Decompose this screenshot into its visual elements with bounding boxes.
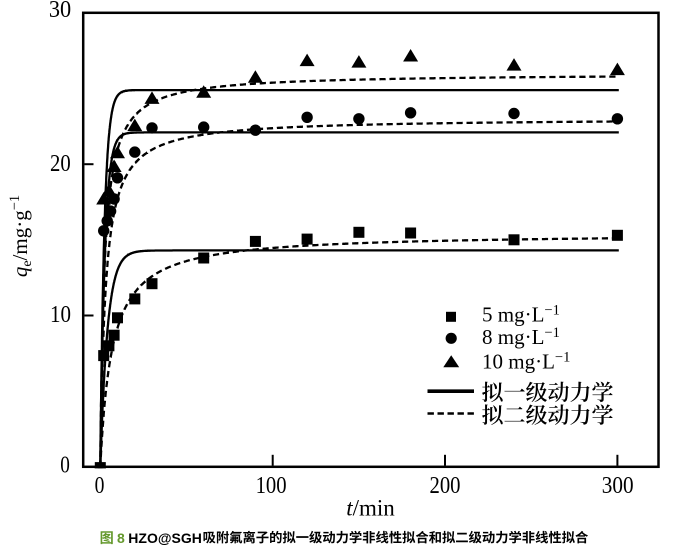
svg-text:20: 20 — [50, 151, 71, 177]
svg-text:100: 100 — [256, 473, 287, 499]
svg-text:10: 10 — [50, 302, 71, 328]
svg-text:0: 0 — [60, 452, 70, 478]
svg-text:0: 0 — [95, 473, 105, 499]
svg-text:10 mg·L−1: 10 mg·L−1 — [482, 349, 570, 373]
svg-text:HZO@SGH: HZO@SGH — [128, 530, 202, 546]
svg-text:qe/mg·g−1: qe/mg·g−1 — [7, 195, 35, 277]
svg-text:300: 300 — [602, 473, 634, 499]
svg-text:200: 200 — [430, 473, 461, 499]
svg-text:30: 30 — [49, 0, 71, 23]
svg-text:t/min: t/min — [346, 496, 395, 521]
svg-text:8: 8 — [117, 530, 125, 546]
